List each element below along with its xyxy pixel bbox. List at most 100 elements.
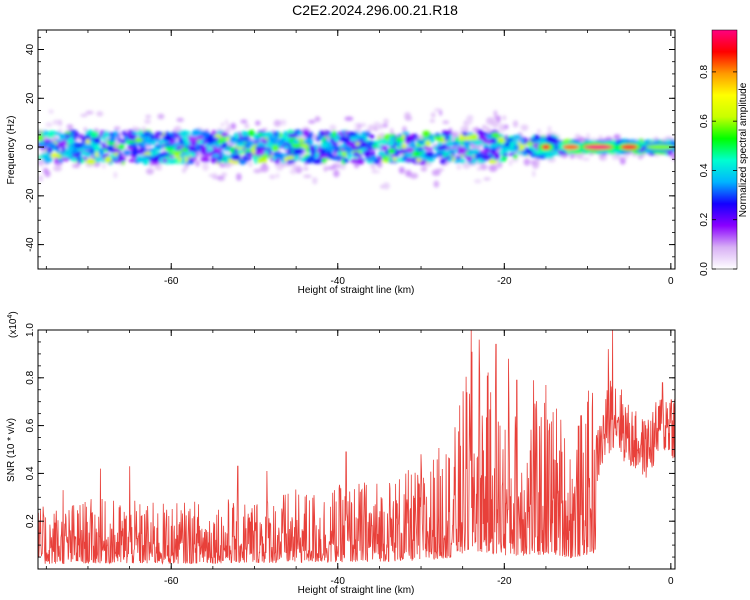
heatmap-blob	[114, 155, 118, 161]
heatmap-blob	[96, 111, 104, 117]
heatmap-blob	[346, 141, 355, 148]
heatmap-blob	[244, 137, 250, 143]
heatmap-blob	[248, 161, 253, 168]
heatmap-blob	[388, 136, 395, 142]
heatmap-blob	[155, 131, 164, 136]
colorbar-gradient	[711, 29, 738, 270]
heatmap-blob	[329, 124, 337, 131]
heatmap-blob	[38, 175, 44, 182]
heatmap-blob	[468, 135, 473, 141]
heatmap-blob	[142, 130, 152, 137]
heatmap-blob	[412, 133, 419, 139]
heatmap-blob	[98, 148, 105, 156]
heatmap-blob	[215, 147, 222, 153]
heatmap-blob	[202, 140, 206, 145]
heatmap-blob	[508, 159, 513, 166]
heatmap-blob	[145, 158, 150, 164]
heatmap-blob	[502, 152, 508, 157]
heatmap-blob	[493, 153, 501, 160]
heatmap-blob	[496, 141, 502, 145]
heatmap-blob	[172, 150, 182, 156]
heatmap-blob	[613, 134, 621, 140]
heatmap-blob	[263, 150, 270, 155]
heatmap-blob	[502, 115, 507, 121]
heatmap-blob	[38, 134, 44, 142]
heatmap-blob	[255, 120, 261, 126]
heatmap-blob	[404, 112, 411, 120]
heatmap-blob	[134, 137, 143, 143]
heatmap-blob	[415, 158, 422, 162]
heatmap-blob	[464, 144, 469, 150]
heatmap-blob	[291, 142, 301, 149]
y-tick-label: 0.4	[25, 466, 36, 480]
snr-multiplier: (x104)	[7, 311, 19, 338]
heatmap-blob	[343, 145, 353, 153]
heatmap-blob	[128, 143, 136, 148]
heatmap-blob	[323, 166, 328, 172]
heatmap-blob	[273, 119, 282, 127]
y-tick-label: 20	[25, 92, 36, 104]
heatmap-blob	[164, 145, 175, 152]
heatmap-blob	[181, 147, 189, 152]
heatmap-blob	[80, 113, 88, 118]
heatmap-blob	[236, 142, 245, 148]
heatmap-blob	[292, 162, 297, 171]
heatmap-blob	[409, 133, 414, 140]
heatmap-blob	[455, 155, 462, 160]
heatmap-blob	[163, 135, 173, 142]
heatmap-blob	[483, 177, 491, 181]
heatmap-blob	[325, 146, 335, 151]
heatmap-blob	[309, 131, 314, 138]
heatmap-blob	[424, 151, 434, 158]
heatmap-blob	[260, 164, 269, 173]
heatmap-blob	[398, 166, 405, 174]
heatmap-blob	[212, 154, 220, 158]
colorbar-ticks: 0.0 0.2 0.4 0.6 0.8	[699, 64, 737, 276]
heatmap-blob	[481, 124, 487, 130]
heatmap-blob	[485, 126, 490, 131]
heatmap-blob	[184, 151, 191, 158]
heatmap-blob	[398, 149, 408, 154]
heatmap-blob	[346, 152, 352, 157]
heatmap-blob	[200, 155, 210, 163]
heatmap-blob	[133, 131, 144, 136]
heatmap-blob	[577, 152, 584, 160]
spectrogram-heatmap	[38, 108, 675, 190]
heatmap-blob	[353, 122, 363, 127]
heatmap-blob	[320, 142, 329, 149]
heatmap-blob	[269, 174, 276, 180]
heatmap-blob	[206, 149, 210, 153]
heatmap-blob	[378, 150, 386, 157]
heatmap-blob	[442, 120, 450, 124]
heatmap-blob	[84, 152, 92, 158]
heatmap-blob	[502, 147, 509, 155]
heatmap-blob	[544, 153, 555, 159]
heatmap-blob	[113, 130, 118, 137]
heatmap-blob	[445, 130, 452, 135]
heatmap-segment	[645, 144, 675, 150]
heatmap-blob	[278, 138, 286, 145]
heatmap-blob	[462, 162, 471, 169]
heatmap-blob	[496, 116, 501, 124]
heatmap-blob	[436, 135, 442, 142]
heatmap-blob	[216, 139, 224, 144]
heatmap-blob	[158, 140, 163, 147]
spectrogram-frame	[37, 29, 676, 270]
heatmap-blob	[445, 141, 455, 147]
heatmap-blob	[58, 158, 64, 163]
heatmap-blob	[382, 154, 388, 161]
colorbar-label: Normalized spectral amplitude	[738, 82, 749, 217]
heatmap-blob	[50, 152, 59, 159]
heatmap-blob	[38, 141, 43, 147]
heatmap-blob	[372, 143, 378, 149]
heatmap-blob	[163, 143, 174, 147]
heatmap-blob	[454, 137, 460, 142]
heatmap-blob	[182, 168, 187, 173]
y-tick-label: 0.8	[25, 370, 36, 384]
heatmap-blob	[246, 145, 250, 149]
heatmap-blob	[405, 151, 415, 157]
heatmap-blob	[498, 158, 503, 163]
heatmap-blob	[491, 132, 500, 139]
heatmap-blob	[82, 143, 91, 151]
heatmap-blob	[38, 161, 42, 166]
